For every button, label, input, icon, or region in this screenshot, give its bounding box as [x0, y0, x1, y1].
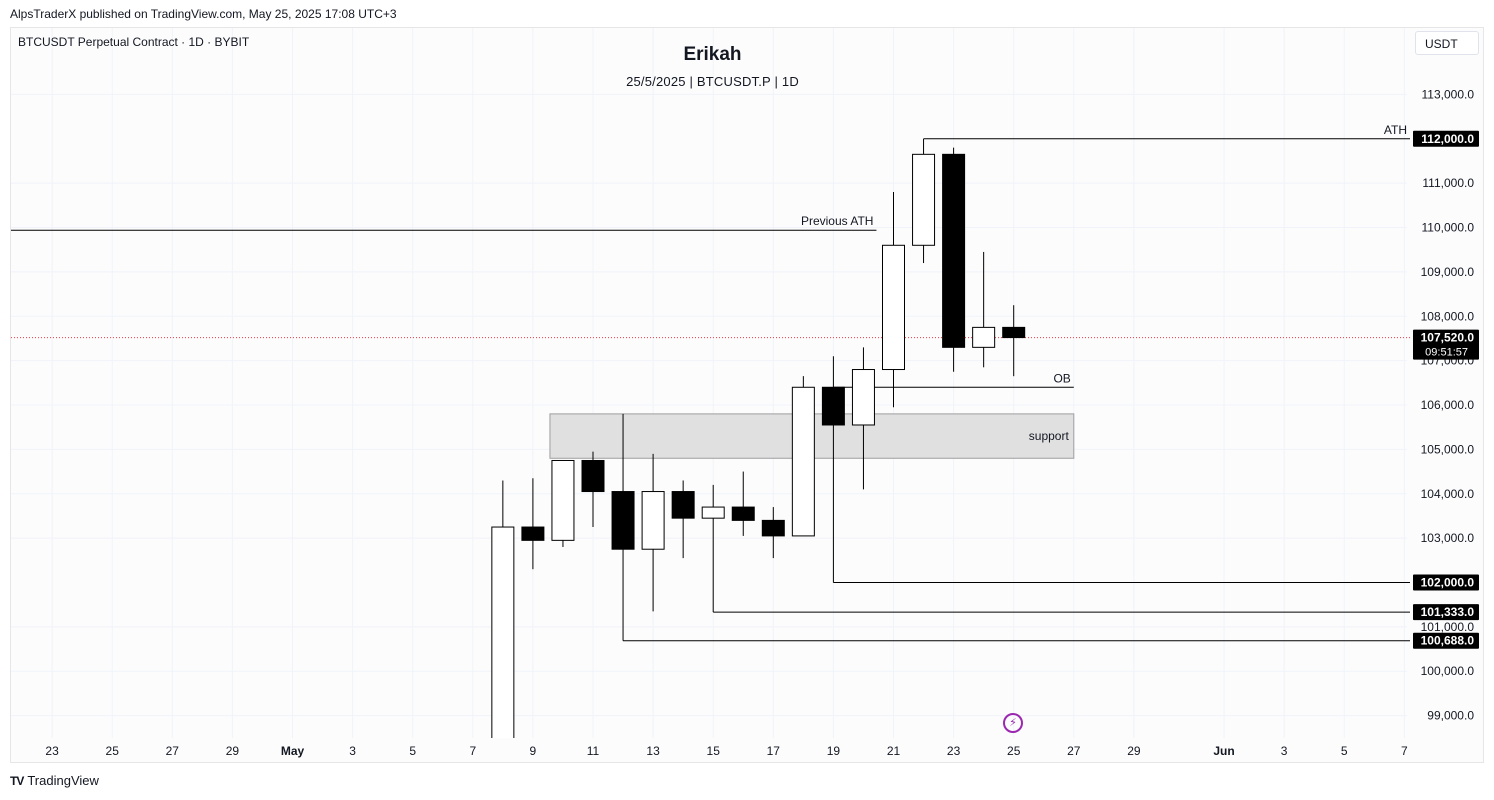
x-tick-label: 11	[587, 744, 600, 758]
x-tick-label: 7	[469, 744, 476, 758]
countdown-label: 09:51:57	[1425, 347, 1468, 359]
candle-body-bear	[731, 506, 755, 521]
y-tick-label: 105,000.0	[1421, 442, 1475, 456]
current-price-label: 107,520.0	[1421, 331, 1475, 345]
price-label-low-102000-bg	[1413, 574, 1479, 591]
candle-body-bull	[851, 369, 875, 426]
price-label-low-102000: 102,000.0	[1421, 576, 1475, 590]
support-zone-label: support	[1029, 429, 1070, 443]
price-label-low-100688: 100,688.0	[1421, 634, 1475, 648]
price-label-ath-bg	[1413, 130, 1479, 147]
y-tick-label: 110,000.0	[1422, 221, 1475, 235]
candle-body-bear	[521, 526, 545, 541]
x-tick-label: 29	[226, 744, 240, 758]
x-tick-label: 23	[45, 744, 59, 758]
x-tick-label: 27	[166, 744, 180, 758]
y-tick-label: 103,000.0	[1421, 531, 1475, 545]
level-label-ob: OB	[1053, 371, 1070, 385]
candle-body-bull	[701, 506, 725, 519]
x-tick-label: 19	[827, 744, 841, 758]
x-tick-label: 29	[1127, 744, 1141, 758]
y-tick-label: 111,000.0	[1422, 176, 1474, 190]
candle-body-bull	[641, 491, 665, 550]
x-tick-label: 5	[409, 744, 416, 758]
x-tick-label: 7	[1401, 744, 1408, 758]
x-tick-label: 13	[646, 744, 660, 758]
brand-name: TradingView	[27, 773, 99, 788]
tradingview-logo-icon: TV	[10, 773, 24, 788]
y-tick-label: 100,000.0	[1421, 664, 1475, 678]
x-tick-label: 15	[707, 744, 721, 758]
current-price-label-bg	[1413, 329, 1479, 360]
x-tick-label: 9	[530, 744, 537, 758]
published-by: AlpsTraderX published on TradingView.com…	[10, 7, 397, 21]
price-label-low-101333: 101,333.0	[1421, 605, 1475, 619]
x-tick-label: 21	[887, 744, 901, 758]
candle-body-bear	[761, 519, 785, 537]
candle-body-bear	[942, 153, 966, 348]
x-tick-label: 5	[1341, 744, 1348, 758]
x-tick-label: 17	[767, 744, 781, 758]
price-label-ath: 112,000.0	[1421, 132, 1474, 146]
y-tick-label: 104,000.0	[1421, 487, 1475, 501]
chart-title: Erikah	[683, 44, 742, 65]
x-tick-label: 3	[1281, 744, 1288, 758]
symbol-info[interactable]: BTCUSDT Perpetual Contract · 1D · BYBIT	[18, 35, 250, 49]
y-tick-label: 108,000.0	[1421, 309, 1475, 323]
y-tick-label: 99,000.0	[1427, 709, 1474, 723]
currency-selector[interactable]: USDT	[1415, 31, 1479, 55]
y-tick-label: 113,000.0	[1422, 87, 1475, 101]
level-label-previous-ath: Previous ATH	[801, 214, 873, 228]
candle-body-bear	[581, 459, 605, 493]
candles	[491, 138, 1026, 738]
price-label-low-101333-bg	[1413, 604, 1479, 621]
candle-body-bull	[491, 526, 515, 738]
candle-body-bear	[671, 491, 695, 519]
candle-body-bear	[821, 386, 845, 426]
tradingview-brand[interactable]: TV TradingView	[10, 773, 99, 788]
y-tick-label: 106,000.0	[1421, 398, 1475, 412]
candle-body-bull	[791, 386, 815, 537]
y-tick-label: 109,000.0	[1421, 265, 1475, 279]
x-tick-label: Jun	[1213, 744, 1234, 758]
price-label-low-100688-bg	[1413, 632, 1479, 649]
candle-body-bull	[882, 244, 905, 371]
y-tick-label: 101,000.0	[1421, 620, 1475, 634]
candle-body-bull	[912, 153, 936, 246]
x-tick-label: 23	[947, 744, 961, 758]
x-tick-label: 25	[106, 744, 120, 758]
candle-body-bear	[1002, 326, 1026, 339]
x-tick-label: 3	[349, 744, 356, 758]
chart-subtitle: 25/5/2025 | BTCUSDT.P | 1D	[626, 74, 799, 89]
level-label-ath: ATH	[1384, 123, 1407, 137]
lightning-bolt-icon[interactable]: ⚡	[1003, 713, 1023, 733]
candle-body-bear	[611, 491, 635, 550]
candle-body-bull	[972, 326, 996, 348]
x-tick-label: May	[281, 744, 305, 758]
candle-body-bull	[551, 459, 575, 541]
x-tick-label: 25	[1007, 744, 1021, 758]
x-tick-label: 27	[1067, 744, 1081, 758]
